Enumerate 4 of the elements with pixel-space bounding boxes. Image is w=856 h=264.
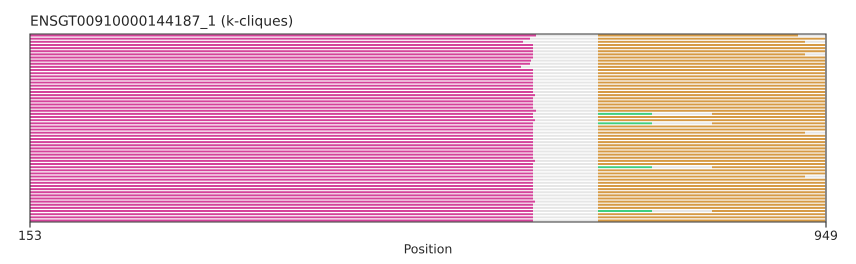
chart-title: ENSGT00910000144187_1 (k-cliques)	[31, 15, 292, 29]
x-tick-label: 153	[19, 230, 41, 240]
x-tick-label: 949	[814, 230, 838, 240]
x-axis-title: Position	[404, 244, 452, 254]
